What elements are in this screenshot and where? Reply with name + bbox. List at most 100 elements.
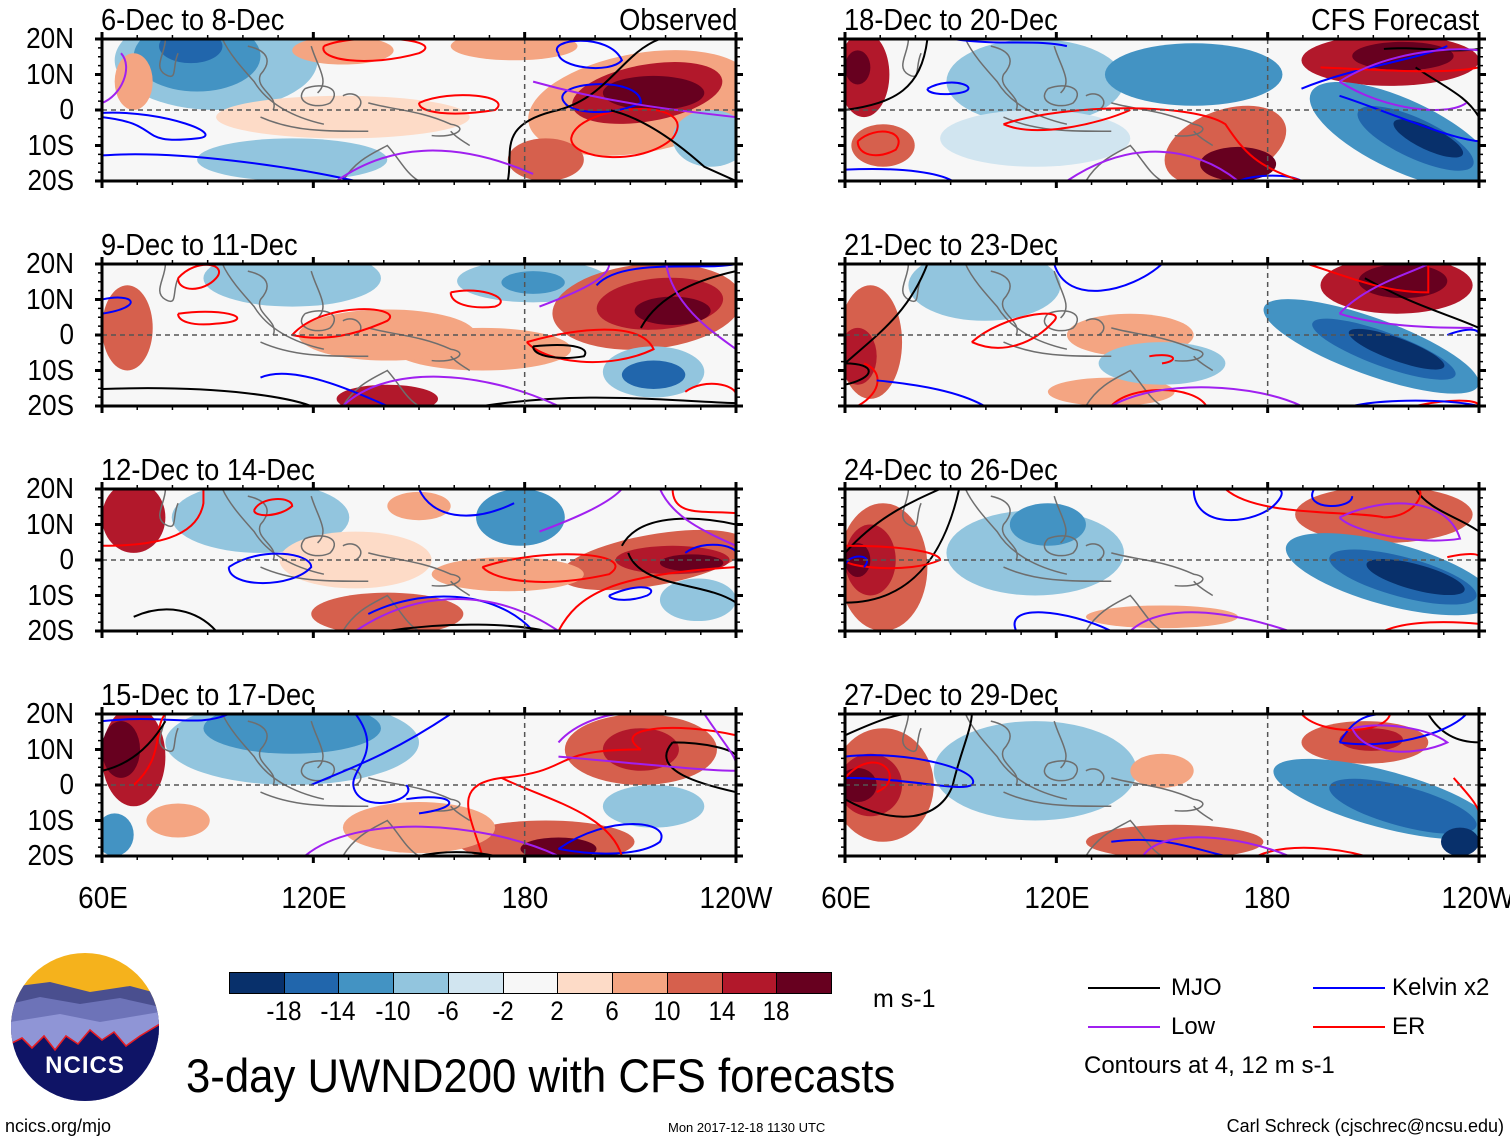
- contour-low: [343, 377, 559, 406]
- wind-anomaly-region: [102, 285, 153, 371]
- coastline: [222, 39, 323, 124]
- wind-anomaly-region: [1085, 824, 1264, 856]
- contour-er: [134, 714, 166, 785]
- contour-kelvin: [1340, 96, 1479, 141]
- coastline: [311, 496, 323, 543]
- colorbar-swatch: [502, 972, 559, 994]
- contour-kelvin: [1312, 489, 1352, 506]
- coastline: [965, 489, 1066, 574]
- map-panel-2: [95, 257, 743, 413]
- contour-low: [666, 264, 736, 349]
- colorbar-label: 10: [653, 996, 681, 1026]
- contour-low: [305, 827, 559, 856]
- map-panel-6: [838, 257, 1486, 413]
- contour-kelvin: [609, 587, 651, 600]
- y-tick-label: 0: [59, 319, 74, 351]
- x-tick-label-180-left: 180: [501, 880, 549, 915]
- contour-kelvin: [845, 169, 953, 181]
- coastline: [222, 264, 323, 349]
- coastline: [301, 86, 334, 106]
- wind-anomaly-region: [102, 813, 134, 856]
- coastline: [222, 489, 323, 574]
- contour-mjo: [845, 489, 959, 603]
- colorbar-label: -10: [375, 996, 411, 1026]
- contour-er: [845, 546, 940, 568]
- contour-kelvin: [102, 298, 131, 314]
- coastline: [343, 821, 419, 857]
- wind-anomaly-region: [171, 489, 350, 553]
- coastline: [343, 94, 361, 110]
- website-url[interactable]: ncics.org/mjo: [5, 1116, 112, 1136]
- contour-er: [468, 750, 641, 857]
- contour-mjo: [845, 363, 869, 384]
- colorbar-label: 14: [708, 996, 736, 1026]
- contour-low: [1340, 503, 1460, 540]
- wind-anomaly-region: [501, 271, 565, 294]
- coastline: [1004, 567, 1112, 581]
- wind-anomaly-region: [203, 264, 381, 307]
- colorbar-swatch: [283, 972, 340, 994]
- contour-low: [1340, 264, 1473, 328]
- wind-anomaly-region: [1339, 728, 1403, 751]
- wind-anomaly-region: [908, 264, 1061, 321]
- coastline: [248, 46, 274, 110]
- coastline: [301, 311, 334, 331]
- wind-anomaly-region: [845, 767, 877, 803]
- author-credit: Carl Schreck (cjschrec@ncsu.edu): [1226, 1116, 1504, 1136]
- coastline: [343, 319, 361, 335]
- coastline: [903, 489, 921, 526]
- y-tick-label: 10S: [27, 804, 74, 837]
- contour-kelvin: [261, 374, 388, 406]
- coastline: [368, 553, 460, 586]
- colorbar-label: 18: [762, 996, 790, 1026]
- colorbar-swatch: [721, 972, 778, 994]
- contour-er: [571, 109, 678, 157]
- timestamp: Mon 2017-12-18 1130 UTC: [668, 1120, 826, 1135]
- contour-kelvin: [927, 83, 968, 95]
- wind-anomaly-region: [602, 785, 705, 828]
- map-panel-3: [95, 482, 743, 638]
- coastline: [1086, 319, 1104, 335]
- coastline: [1086, 371, 1162, 407]
- contour-note: Contours at 4, 12 m s-1: [1084, 1052, 1335, 1079]
- coastline: [451, 806, 470, 820]
- contour-mjo: [387, 625, 545, 631]
- coastline: [1194, 131, 1213, 145]
- panel-title-8: 27-Dec to 29-Dec: [844, 677, 1058, 712]
- contour-er: [558, 567, 736, 631]
- contour-kelvin: [368, 597, 533, 631]
- y-tick-label: 10S: [27, 354, 74, 387]
- wind-anomaly-region: [1047, 377, 1175, 406]
- coastline: [261, 792, 369, 806]
- contour-low: [102, 53, 126, 103]
- coastline: [991, 721, 1017, 785]
- contour-mjo: [641, 271, 736, 328]
- contour-er: [1321, 67, 1480, 71]
- contour-kelvin: [1352, 401, 1479, 406]
- contour-kelvin: [1015, 612, 1112, 631]
- legend-line-low: [1088, 1026, 1160, 1028]
- contour-mjo: [845, 264, 927, 363]
- contour-mjo: [845, 714, 972, 817]
- contour-mjo: [1428, 714, 1479, 742]
- contour-low: [539, 264, 609, 307]
- coastline: [965, 714, 1066, 799]
- contour-mjo: [134, 609, 216, 631]
- coastline: [311, 271, 323, 318]
- main-title: 3-day UWND200 with CFS forecasts: [186, 1049, 896, 1102]
- contour-mjo: [845, 489, 940, 553]
- colorbar-swatch: [666, 972, 723, 994]
- contour-mjo: [533, 345, 585, 358]
- coastline: [1111, 778, 1203, 811]
- colorbar-label: 6: [605, 996, 619, 1026]
- wind-anomaly-region: [634, 296, 711, 326]
- x-tick-label-120w-left: 120W: [699, 880, 773, 915]
- wind-anomaly-region: [1130, 753, 1194, 788]
- y-tick-label: 10N: [26, 58, 75, 91]
- coastline: [451, 131, 470, 145]
- contour-kelvin: [406, 797, 449, 813]
- coastline: [1194, 356, 1213, 370]
- coastline: [261, 117, 369, 131]
- contour-low: [1352, 725, 1447, 751]
- coastline: [903, 39, 921, 76]
